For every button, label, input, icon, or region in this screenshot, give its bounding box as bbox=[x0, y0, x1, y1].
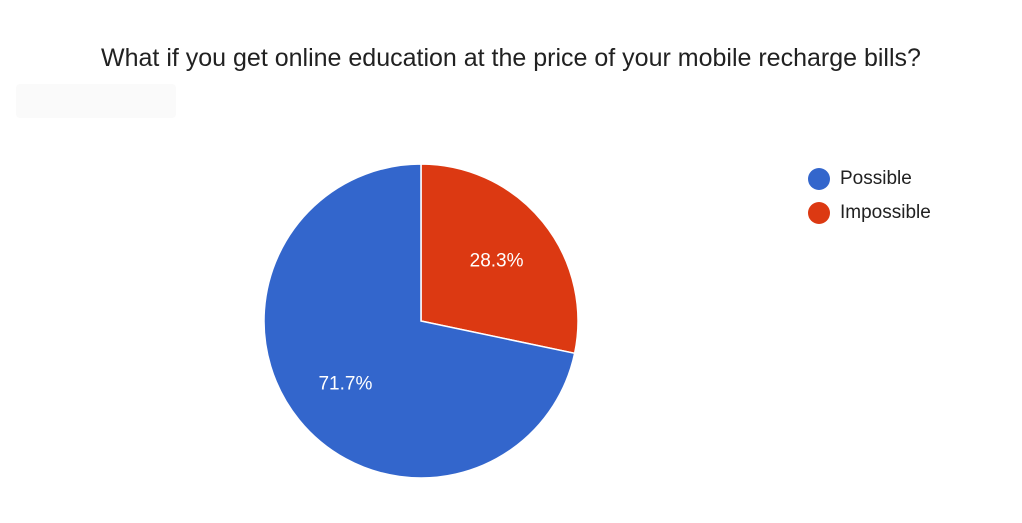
legend-label-impossible: Impossible bbox=[840, 202, 931, 223]
slice-label-impossible: 28.3% bbox=[470, 251, 524, 272]
legend-item-possible[interactable]: Possible bbox=[808, 162, 931, 196]
response-count-placeholder bbox=[16, 84, 176, 118]
legend-swatch-impossible bbox=[808, 202, 830, 224]
slice-label-possible: 71.7% bbox=[318, 373, 372, 394]
legend-item-impossible[interactable]: Impossible bbox=[808, 196, 931, 230]
chart-title: What if you get online education at the … bbox=[101, 44, 921, 72]
pie-slice-impossible[interactable] bbox=[420, 163, 579, 355]
pie-slice-possible[interactable] bbox=[263, 163, 576, 479]
legend: Possible Impossible bbox=[808, 162, 931, 230]
legend-swatch-possible bbox=[808, 168, 830, 190]
pie-group: 28.3% 71.7% bbox=[263, 163, 579, 479]
legend-label-possible: Possible bbox=[840, 168, 912, 189]
